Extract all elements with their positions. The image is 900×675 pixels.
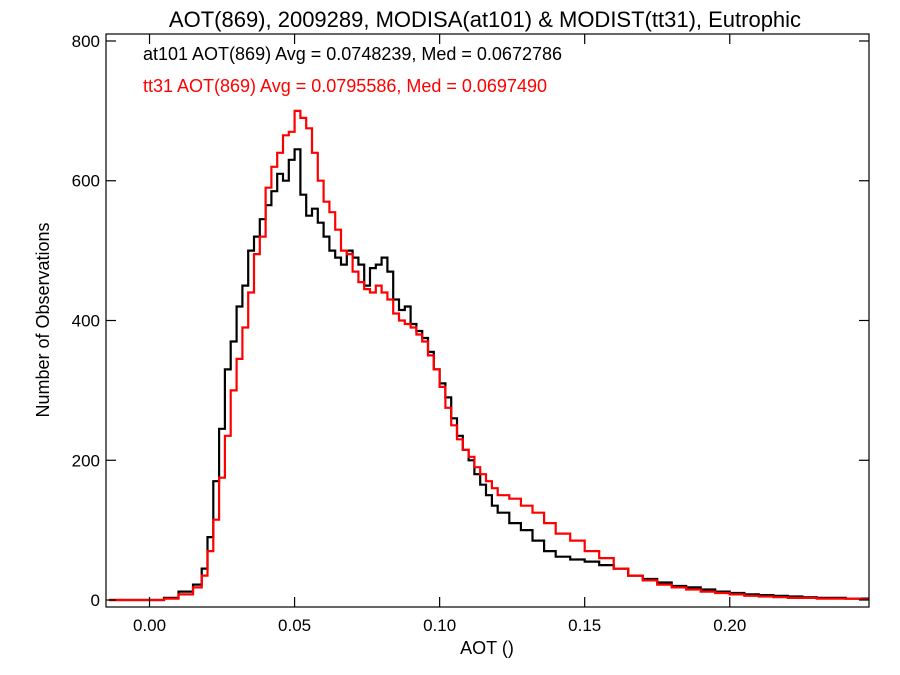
y-axis-title: Number of Observations xyxy=(33,222,53,417)
y-tick-label: 200 xyxy=(72,451,100,470)
y-tick-label: 0 xyxy=(91,591,100,610)
legend-entry-tt31: tt31 AOT(869) Avg = 0.0795586, Med = 0.0… xyxy=(143,76,547,96)
series-line-tt31 xyxy=(108,109,869,602)
x-tick-label: 0.00 xyxy=(133,616,166,635)
x-tick-label: 0.20 xyxy=(713,616,746,635)
series-layer xyxy=(108,109,869,602)
y-tick-label: 800 xyxy=(72,32,100,51)
y-tick-label: 400 xyxy=(72,312,100,331)
chart-title: AOT(869), 2009289, MODISA(at101) & MODIS… xyxy=(169,7,801,32)
legend-entry-at101: at101 AOT(869) Avg = 0.0748239, Med = 0.… xyxy=(143,44,562,64)
x-axis-title: AOT () xyxy=(460,638,514,658)
axis-layer: 0.00 0.05 0.10 0.15 0.20 0 200 400 600 800 xyxy=(72,32,869,635)
x-tick-label: 0.10 xyxy=(423,616,456,635)
x-tick-label: 0.05 xyxy=(278,616,311,635)
x-tick-label: 0.15 xyxy=(568,616,601,635)
y-tick-label: 600 xyxy=(72,172,100,191)
